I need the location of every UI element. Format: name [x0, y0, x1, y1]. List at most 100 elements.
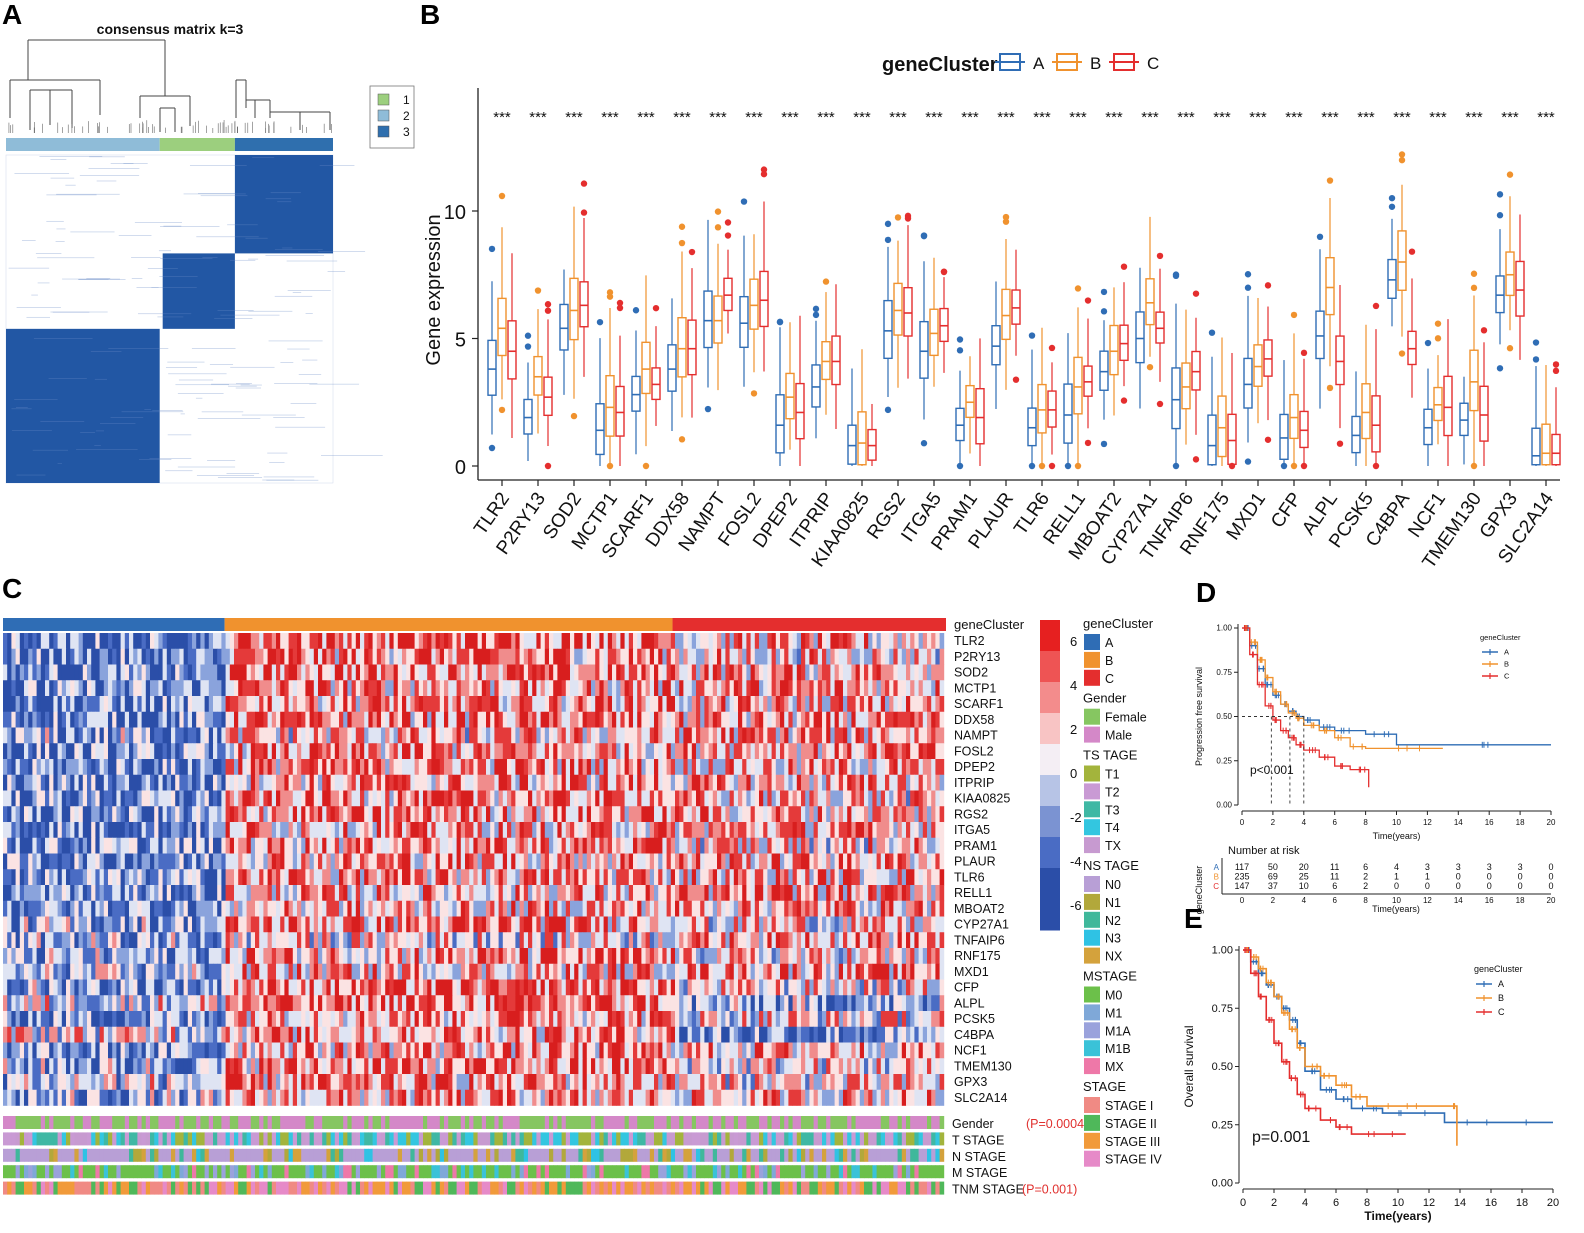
heatmap-cell [658, 916, 663, 933]
heatmap-cell [435, 916, 441, 933]
heatmap-cell [523, 806, 529, 823]
heatmap-cell [717, 727, 722, 744]
heatmap-cell [40, 711, 46, 728]
heatmap-cell [498, 806, 504, 823]
heatmap-cell [750, 822, 756, 839]
heatmap-cell [70, 806, 75, 823]
heatmap-cell [481, 696, 487, 713]
heatmap-cell [15, 837, 21, 854]
heatmap-cell [544, 885, 550, 902]
heatmap-cell [213, 648, 218, 665]
heatmap-cell [599, 853, 604, 870]
heatmap-cell [864, 885, 869, 902]
heatmap-cell [229, 790, 235, 807]
heatmap-cell [570, 727, 575, 744]
heatmap-cell [40, 664, 46, 681]
heatmap-cell [931, 743, 936, 760]
heatmap-cell [7, 900, 12, 917]
heatmap-cell [544, 806, 550, 823]
heatmap-cell [473, 806, 478, 823]
heatmap-cell [112, 900, 117, 917]
heatmap-cell [792, 885, 798, 902]
heatmap-cell [792, 806, 798, 823]
heatmap-cell [733, 806, 739, 823]
heatmap-cell [628, 774, 634, 791]
heatmap-cell [578, 900, 583, 917]
heatmap-cell [746, 869, 751, 886]
heatmap-cell [515, 806, 520, 823]
heatmap-cell [179, 806, 184, 823]
heatmap-cell [649, 680, 655, 697]
heatmap-cell [284, 837, 289, 854]
heatmap-cell [70, 837, 75, 854]
outlier-point [920, 440, 928, 447]
heatmap-cell [271, 680, 277, 697]
heatmap-cell [658, 743, 663, 760]
heatmap-cell [414, 822, 420, 839]
heatmap-cell [738, 885, 743, 902]
heatmap-cell [423, 633, 428, 650]
heatmap-cell [397, 806, 403, 823]
heatmap-cell [469, 759, 474, 776]
heatmap-cell [158, 837, 163, 854]
outlier-point [1172, 462, 1180, 470]
heatmap-cell [927, 664, 932, 681]
heatmap-cell [288, 727, 294, 744]
heatmap-cell [561, 790, 567, 807]
heatmap-cell [637, 680, 642, 697]
heatmap-cell [910, 633, 915, 650]
heatmap-cell [570, 664, 575, 681]
heatmap-cell [141, 774, 147, 791]
heatmap-cell [213, 727, 218, 744]
heatmap-cell [906, 806, 911, 823]
heatmap-cell [851, 885, 856, 902]
heatmap-cell [133, 900, 138, 917]
heatmap-cell [784, 696, 789, 713]
heatmap-cell [204, 822, 210, 839]
heatmap-cell [444, 853, 449, 870]
heatmap-cell [45, 633, 50, 650]
box-DDX58-A [667, 344, 677, 392]
box-PLAUR-A [991, 325, 1001, 366]
heatmap-cell [523, 759, 529, 776]
heatmap-cell [213, 633, 218, 650]
heatmap-cell [124, 633, 130, 650]
heatmap-cell [158, 869, 163, 886]
heatmap-cell [418, 633, 424, 650]
heatmap-cell [914, 822, 919, 839]
outlier-point [678, 223, 686, 230]
heatmap-cell [855, 774, 861, 791]
heatmap-cell [859, 633, 865, 650]
heatmap-cell [675, 822, 680, 839]
heatmap-cell [418, 900, 424, 917]
heatmap-cell [645, 885, 651, 902]
heatmap-cell [334, 711, 340, 728]
heatmap-cell [759, 869, 764, 886]
heatmap-cell [683, 696, 688, 713]
heatmap-cell [901, 633, 907, 650]
heatmap-cell [444, 633, 449, 650]
heatmap-cell [40, 806, 46, 823]
heatmap-cell [859, 806, 865, 823]
heatmap-cell [263, 885, 268, 902]
heatmap-cell [145, 869, 151, 886]
heatmap-cell [784, 837, 789, 854]
heatmap-cell [582, 759, 588, 776]
heatmap-cell [389, 900, 394, 917]
heatmap-cell [238, 885, 243, 902]
x-tick-label: MXD1 [1223, 489, 1270, 544]
heatmap-cell [822, 869, 827, 886]
heatmap-cell [729, 743, 735, 760]
heatmap-cell [582, 916, 588, 933]
heatmap-cell [897, 869, 903, 886]
heatmap-cell [670, 837, 676, 854]
heatmap-cell [507, 885, 512, 902]
heatmap-cell [28, 774, 33, 791]
heatmap-cell [725, 648, 730, 665]
heatmap-cell [82, 916, 88, 933]
heatmap-cell [876, 790, 882, 807]
heatmap-cell [24, 853, 29, 870]
outlier-point [534, 287, 542, 294]
heatmap-cell [704, 759, 709, 776]
heatmap-cell [922, 696, 928, 713]
